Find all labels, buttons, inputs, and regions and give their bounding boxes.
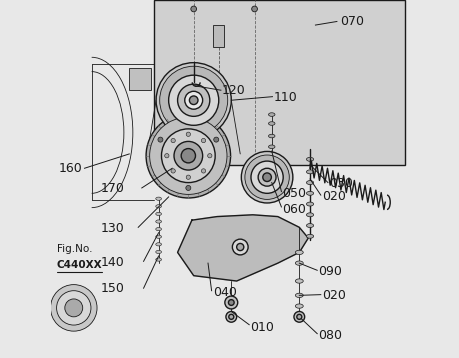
Ellipse shape <box>307 170 313 174</box>
Circle shape <box>258 168 276 186</box>
Circle shape <box>165 154 169 158</box>
Ellipse shape <box>269 113 275 116</box>
Circle shape <box>232 239 248 255</box>
Text: 020: 020 <box>322 190 346 203</box>
Circle shape <box>56 291 91 325</box>
Text: 050: 050 <box>282 187 307 200</box>
Ellipse shape <box>307 234 313 238</box>
Text: 070: 070 <box>340 15 364 28</box>
Circle shape <box>186 132 190 136</box>
Circle shape <box>202 139 206 143</box>
Circle shape <box>190 96 198 105</box>
Ellipse shape <box>296 304 303 308</box>
Ellipse shape <box>156 250 162 253</box>
Circle shape <box>185 91 203 109</box>
Circle shape <box>171 139 175 143</box>
Circle shape <box>297 314 302 319</box>
Ellipse shape <box>296 279 303 283</box>
Text: 010: 010 <box>250 321 274 334</box>
Text: 080: 080 <box>318 329 342 342</box>
Circle shape <box>168 75 219 125</box>
Circle shape <box>186 185 191 190</box>
Ellipse shape <box>307 181 313 185</box>
Ellipse shape <box>156 197 162 200</box>
Circle shape <box>162 129 215 183</box>
Bar <box>154 0 405 165</box>
Text: 040: 040 <box>213 286 236 299</box>
Circle shape <box>294 311 305 322</box>
Text: 110: 110 <box>274 91 297 104</box>
Circle shape <box>171 169 175 173</box>
Ellipse shape <box>156 220 162 223</box>
Text: 160: 160 <box>58 162 82 175</box>
Text: 020: 020 <box>322 289 346 302</box>
Ellipse shape <box>307 158 313 161</box>
Ellipse shape <box>307 213 313 217</box>
Circle shape <box>146 113 230 198</box>
Circle shape <box>181 149 196 163</box>
Circle shape <box>237 243 244 251</box>
Circle shape <box>174 141 203 170</box>
Circle shape <box>252 6 257 12</box>
Circle shape <box>229 300 234 305</box>
Circle shape <box>207 154 212 158</box>
Ellipse shape <box>296 293 303 297</box>
Circle shape <box>160 66 228 134</box>
Circle shape <box>226 311 237 322</box>
Text: 120: 120 <box>222 84 246 97</box>
Ellipse shape <box>307 192 313 195</box>
Ellipse shape <box>156 258 162 261</box>
Circle shape <box>202 169 206 173</box>
Circle shape <box>214 137 219 142</box>
Circle shape <box>251 161 283 193</box>
Circle shape <box>156 63 231 138</box>
Ellipse shape <box>307 223 313 228</box>
Ellipse shape <box>156 243 162 246</box>
Circle shape <box>263 173 271 182</box>
Text: 060: 060 <box>282 203 306 216</box>
Circle shape <box>241 151 293 203</box>
Ellipse shape <box>307 202 313 206</box>
Ellipse shape <box>156 235 162 238</box>
Circle shape <box>158 137 163 142</box>
Ellipse shape <box>156 205 162 208</box>
Circle shape <box>65 299 83 317</box>
Ellipse shape <box>269 122 275 125</box>
Text: 030: 030 <box>329 177 353 190</box>
Text: 090: 090 <box>318 265 342 278</box>
Text: 140: 140 <box>101 256 124 268</box>
Ellipse shape <box>269 134 275 138</box>
Circle shape <box>191 6 196 12</box>
Ellipse shape <box>156 228 162 231</box>
Ellipse shape <box>296 250 303 255</box>
Text: 150: 150 <box>101 282 124 295</box>
Circle shape <box>186 175 190 179</box>
Ellipse shape <box>296 261 303 265</box>
Circle shape <box>150 117 227 194</box>
Circle shape <box>225 296 238 309</box>
Text: Fig.No.: Fig.No. <box>57 244 92 254</box>
Polygon shape <box>178 215 308 281</box>
Text: C440XX: C440XX <box>57 260 102 270</box>
Circle shape <box>245 155 289 199</box>
Text: 130: 130 <box>101 222 124 234</box>
Ellipse shape <box>269 145 275 149</box>
Circle shape <box>229 314 234 319</box>
Circle shape <box>178 84 210 116</box>
Bar <box>129 68 151 90</box>
Text: 170: 170 <box>101 182 124 195</box>
Ellipse shape <box>156 212 162 216</box>
Bar <box>213 25 224 47</box>
Circle shape <box>50 285 97 331</box>
